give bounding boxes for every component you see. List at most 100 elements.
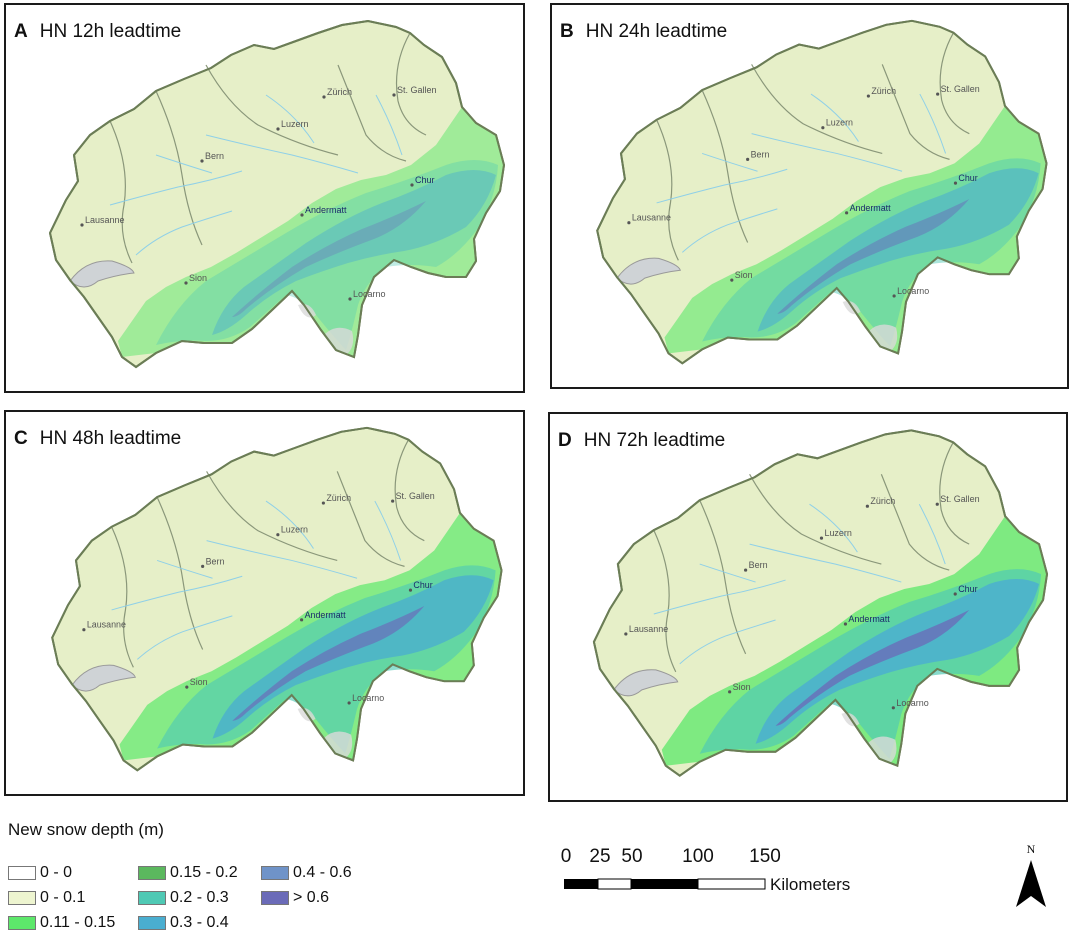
scale-units: Kilometers xyxy=(770,875,851,894)
canton-border xyxy=(111,526,134,668)
snow-area-max xyxy=(232,201,426,317)
snow-area-low xyxy=(118,107,504,357)
city-label-locarno: Locarno xyxy=(897,286,929,296)
city-marker xyxy=(347,701,351,705)
city-label-bern: Bern xyxy=(205,151,224,161)
scale-tick-label: 25 xyxy=(589,846,611,867)
lake-geneva xyxy=(616,257,682,285)
legend: New snow depth (m) 0 - 0 0 - 0.1 0.11 - … xyxy=(8,820,388,937)
legend-item: 0.3 - 0.4 xyxy=(138,912,229,934)
river xyxy=(701,152,758,172)
snow-area-max xyxy=(775,609,970,726)
city-label-zurich: Zürich xyxy=(871,86,896,96)
panel-title-text: HN 72h leadtime xyxy=(583,430,726,451)
country-border xyxy=(592,429,1049,777)
panel-title: C HN 48h leadtime xyxy=(14,428,181,450)
river xyxy=(155,154,213,174)
city-label-zurich: Zürich xyxy=(870,496,895,506)
city-label-lausanne: Lausanne xyxy=(632,213,671,223)
legend-swatch xyxy=(261,891,289,905)
panel-title-text: HN 12h leadtime xyxy=(39,21,182,42)
no-snow-area xyxy=(867,736,897,764)
snow-layer xyxy=(664,105,1047,354)
city-label-lausanne: Lausanne xyxy=(87,620,126,630)
panel-title-text: HN 48h leadtime xyxy=(39,428,182,449)
country-border xyxy=(48,19,506,369)
city-label-sion: Sion xyxy=(189,273,207,283)
city-label-zurich: Zürich xyxy=(327,87,352,97)
canton-border xyxy=(205,64,339,156)
city-marker xyxy=(624,632,628,636)
city-label-st_gallen: St. Gallen xyxy=(397,85,437,95)
snow-layer xyxy=(118,107,504,357)
scale-tick-label: 150 xyxy=(749,846,781,867)
river xyxy=(137,615,233,660)
country-border xyxy=(596,19,1048,365)
country-border xyxy=(51,426,503,772)
legend-label: 0.11 - 0.15 xyxy=(40,914,116,931)
river xyxy=(374,500,402,561)
river xyxy=(682,208,778,253)
legend-swatch xyxy=(138,866,166,880)
legend-item: > 0.6 xyxy=(261,887,329,909)
city-marker xyxy=(819,536,824,540)
city-label-luzern: Luzern xyxy=(281,119,309,129)
city-marker xyxy=(627,221,631,225)
river xyxy=(656,168,788,204)
city-label-sion: Sion xyxy=(735,270,753,280)
legend-label: 0 - 0 xyxy=(40,864,73,881)
city-label-st_gallen: St. Gallen xyxy=(940,494,979,504)
north-arrow-icon xyxy=(1016,860,1046,907)
legend-swatch xyxy=(261,866,289,880)
legend-label: 0.2 - 0.3 xyxy=(170,889,229,906)
snow-area-high xyxy=(757,168,1039,332)
city-label-chur: Chur xyxy=(415,175,435,185)
river xyxy=(919,93,947,154)
city-label-luzern: Luzern xyxy=(281,525,308,535)
legend-item: 0 - 0 xyxy=(8,862,72,884)
canton-border xyxy=(155,90,203,246)
canton-border xyxy=(939,32,970,135)
city-marker xyxy=(865,504,869,508)
canton-border xyxy=(336,471,405,567)
city-marker xyxy=(321,501,325,505)
city-label-locarno: Locarno xyxy=(353,289,386,299)
map-panel-a: A HN 12h leadtime Zürich St. Gallen Luzern B… xyxy=(4,3,525,393)
no-snow-area xyxy=(324,327,354,355)
legend-item: 0.2 - 0.3 xyxy=(138,887,229,909)
no-snow-area xyxy=(323,731,353,759)
river xyxy=(751,133,903,172)
city-label-sion: Sion xyxy=(190,677,208,687)
canton-border xyxy=(395,32,427,136)
lake-geneva xyxy=(613,669,679,697)
legend-swatch xyxy=(138,916,166,930)
city-marker xyxy=(410,183,414,187)
city-marker xyxy=(744,568,748,572)
city-marker xyxy=(391,499,395,503)
city-label-andermatt: Andermatt xyxy=(848,614,890,624)
city-marker xyxy=(201,564,205,568)
panel-letter: A xyxy=(14,21,28,42)
city-label-bern: Bern xyxy=(751,149,770,159)
river xyxy=(111,575,243,611)
canton-border xyxy=(653,529,677,673)
city-marker xyxy=(935,502,939,506)
snow-area-max xyxy=(232,605,425,721)
canton-border xyxy=(109,120,133,264)
city-marker xyxy=(746,157,750,161)
canton-border xyxy=(156,496,204,650)
legend-item: 0.4 - 0.6 xyxy=(261,862,352,884)
snow-layer xyxy=(119,512,502,761)
river xyxy=(205,134,359,174)
legend-item: 0.11 - 0.15 xyxy=(8,912,115,934)
canton-border xyxy=(206,471,338,562)
switzerland-map: Zürich St. Gallen Luzern Bern Lausanne Sion An… xyxy=(48,19,506,369)
city-label-chur: Chur xyxy=(958,584,977,594)
city-marker xyxy=(300,213,304,217)
snow-area-max xyxy=(777,198,970,314)
map-panel-b: B HN 24h leadtime Zürich St. Gallen Luzern B… xyxy=(550,3,1069,389)
city-marker xyxy=(276,127,280,131)
city-label-andermatt: Andermatt xyxy=(850,203,892,213)
canton-border xyxy=(701,89,749,243)
legend-label: 0.4 - 0.6 xyxy=(293,864,352,881)
